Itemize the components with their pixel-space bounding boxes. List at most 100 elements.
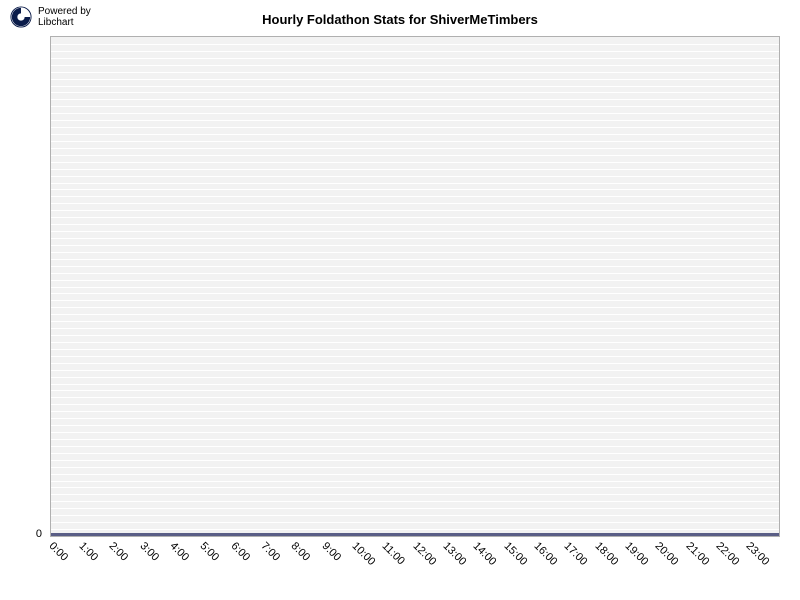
gridline [51,335,779,336]
x-tick-label: 5:00 [198,540,222,564]
gridline [51,162,779,163]
gridline [51,141,779,142]
y-tick-label: 0 [0,528,42,540]
x-tick-label: 20:00 [653,540,681,568]
baseline-bar [51,533,779,536]
gridline [51,217,779,218]
x-tick-label: 6:00 [228,540,252,564]
x-tick-label: 18:00 [592,540,620,568]
gridline [51,314,779,315]
gridline [51,176,779,177]
gridline [51,120,779,121]
gridline [51,384,779,385]
gridline [51,446,779,447]
gridline [51,321,779,322]
gridline [51,474,779,475]
gridline [51,356,779,357]
gridline [51,245,779,246]
gridline [51,169,779,170]
gridline [51,529,779,530]
gridline [51,210,779,211]
gridline [51,501,779,502]
gridline [51,515,779,516]
gridline [51,106,779,107]
gridline [51,390,779,391]
gridline [51,300,779,301]
x-tick-label: 23:00 [744,540,772,568]
gridline [51,418,779,419]
x-tick-label: 22:00 [713,540,741,568]
gridline [51,51,779,52]
gridline [51,231,779,232]
gridline [51,508,779,509]
gridline [51,487,779,488]
gridline [51,113,779,114]
gridline [51,86,779,87]
gridline [51,266,779,267]
x-tick-label: 3:00 [137,540,161,564]
gridline [51,79,779,80]
gridline [51,425,779,426]
x-tick-label: 13:00 [440,540,468,568]
gridline [51,411,779,412]
gridline [51,481,779,482]
x-tick-label: 16:00 [531,540,559,568]
gridline [51,224,779,225]
x-tick-label: 19:00 [622,540,650,568]
gridline [51,432,779,433]
gridline [51,189,779,190]
gridline [51,287,779,288]
gridline [51,293,779,294]
x-tick-label: 9:00 [319,540,343,564]
gridline [51,196,779,197]
gridline [51,328,779,329]
x-tick-label: 2:00 [107,540,131,564]
gridline [51,273,779,274]
gridline [51,397,779,398]
gridline [51,370,779,371]
plot-area [50,36,780,537]
gridline [51,148,779,149]
gridline [51,342,779,343]
x-tick-label: 0:00 [46,540,70,564]
gridline [51,259,779,260]
gridline [51,99,779,100]
gridline [51,92,779,93]
gridline [51,467,779,468]
x-tick-label: 21:00 [683,540,711,568]
x-tick-label: 15:00 [501,540,529,568]
gridline [51,280,779,281]
gridline [51,134,779,135]
gridline [51,44,779,45]
x-tick-label: 14:00 [471,540,499,568]
x-tick-label: 7:00 [258,540,282,564]
chart-container: Powered by Libchart Hourly Foldathon Sta… [0,0,800,600]
gridline [51,460,779,461]
gridline [51,183,779,184]
gridline [51,377,779,378]
gridline [51,203,779,204]
gridline [51,127,779,128]
gridline [51,238,779,239]
gridline [51,363,779,364]
x-axis: 0:001:002:003:004:005:006:007:008:009:00… [50,540,778,600]
gridline [51,349,779,350]
gridline [51,453,779,454]
gridline [51,439,779,440]
gridline [51,404,779,405]
x-tick-label: 17:00 [562,540,590,568]
x-tick-label: 12:00 [410,540,438,568]
gridline [51,307,779,308]
gridline [51,522,779,523]
gridline [51,58,779,59]
gridline [51,72,779,73]
x-tick-label: 10:00 [349,540,377,568]
gridline [51,65,779,66]
x-tick-label: 1:00 [76,540,100,564]
chart-title: Hourly Foldathon Stats for ShiverMeTimbe… [0,12,800,27]
gridline [51,494,779,495]
x-tick-label: 11:00 [380,540,407,567]
x-tick-label: 4:00 [167,540,191,564]
gridline [51,252,779,253]
gridline [51,155,779,156]
